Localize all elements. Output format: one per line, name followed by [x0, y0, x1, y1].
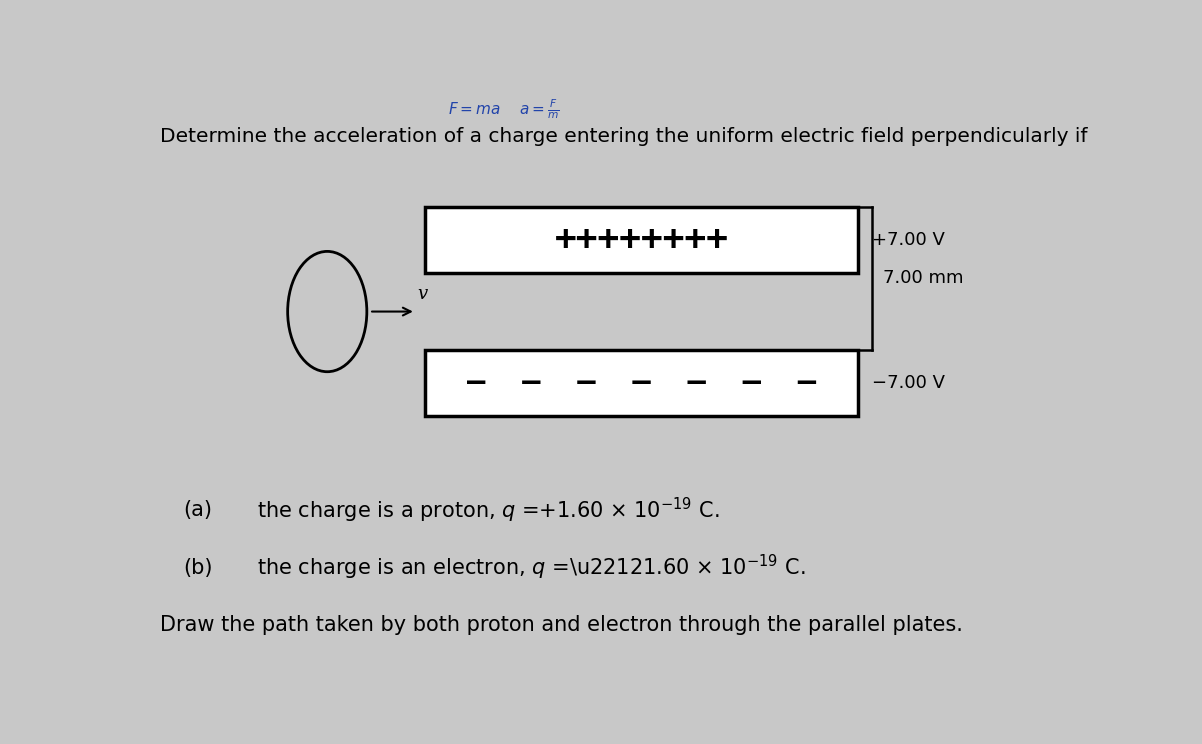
Text: —  —  —  —  —  —  —: — — — — — — —	[468, 368, 816, 397]
Text: (a): (a)	[183, 501, 212, 520]
Text: (b): (b)	[183, 558, 213, 577]
Bar	[426, 207, 858, 272]
Text: Determine the acceleration of a charge entering the uniform electric field perpe: Determine the acceleration of a charge e…	[160, 126, 1087, 146]
Text: Draw the path taken by both proton and electron through the parallel plates.: Draw the path taken by both proton and e…	[160, 615, 963, 635]
Text: the charge is a proton, $q$ =+1.60 $\times$ 10$^{-19}$ C.: the charge is a proton, $q$ =+1.60 $\tim…	[257, 496, 720, 525]
Text: $F = ma$    $a = \frac{F}{m}$: $F = ma$ $a = \frac{F}{m}$	[448, 98, 560, 121]
Text: 7.00 mm: 7.00 mm	[883, 269, 964, 287]
Text: +7.00 V: +7.00 V	[873, 231, 945, 248]
Bar	[426, 350, 858, 416]
Text: v: v	[417, 285, 428, 303]
Text: −7.00 V: −7.00 V	[873, 374, 945, 392]
Text: ++++++++: ++++++++	[554, 222, 728, 257]
Text: the charge is an electron, $q$ =\u22121.60 $\times$ 10$^{-19}$ C.: the charge is an electron, $q$ =\u22121.…	[257, 553, 805, 583]
